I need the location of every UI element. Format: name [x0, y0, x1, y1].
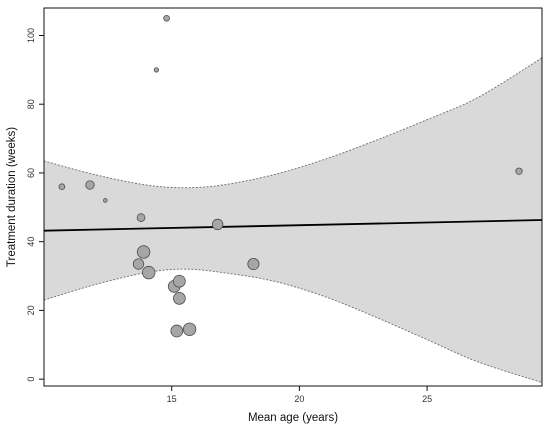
y-tick-label: 20 — [26, 305, 36, 315]
y-tick-label: 40 — [26, 237, 36, 247]
data-point — [170, 324, 184, 338]
confidence-band — [44, 57, 542, 383]
x-tick-label: 15 — [167, 394, 177, 404]
data-point — [247, 257, 260, 271]
data-point — [163, 15, 170, 22]
data-point — [136, 245, 151, 259]
confidence-band-layer — [43, 57, 543, 383]
x-axis-title: Mean age (years) — [248, 412, 338, 424]
regression-line — [43, 219, 543, 232]
data-point — [153, 67, 159, 73]
data-point — [142, 265, 156, 280]
data-point — [136, 213, 146, 222]
data-point — [85, 180, 95, 190]
data-point — [515, 167, 523, 175]
data-point — [182, 322, 197, 337]
y-tick-label: 60 — [26, 168, 36, 178]
data-points-layer — [58, 15, 523, 338]
x-tick-label: 20 — [294, 394, 304, 404]
data-point — [172, 274, 186, 288]
y-tick-label: 0 — [26, 377, 36, 382]
y-axis-ticks: 0 20 40 60 80 100 — [26, 28, 44, 382]
data-point — [58, 183, 66, 190]
plot-frame — [43, 7, 543, 387]
regression-line-layer — [43, 219, 543, 232]
x-tick-label: 25 — [422, 394, 432, 404]
data-point — [132, 258, 145, 270]
y-tick-label: 80 — [26, 99, 36, 109]
data-point — [172, 292, 186, 305]
confidence-band-lower — [43, 268, 543, 383]
y-tick-label: 100 — [26, 28, 36, 43]
data-point — [211, 218, 224, 231]
data-point — [103, 198, 108, 203]
x-axis-ticks: 15 20 25 — [167, 386, 432, 404]
confidence-band-upper — [43, 57, 543, 189]
y-axis-title: Treatment duration (weeks) — [6, 127, 18, 267]
